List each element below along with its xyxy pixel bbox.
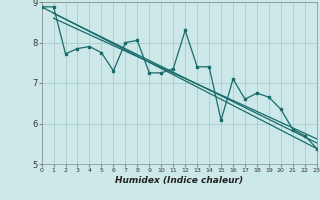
X-axis label: Humidex (Indice chaleur): Humidex (Indice chaleur) <box>115 176 243 185</box>
